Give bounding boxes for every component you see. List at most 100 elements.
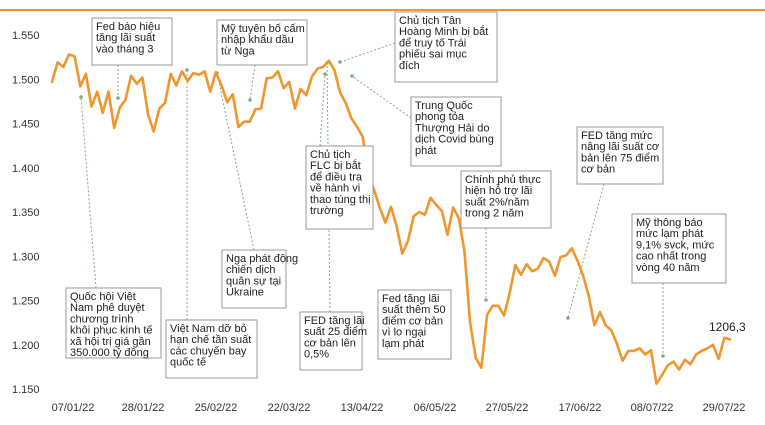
annotation-text: suất 2%/năm bbox=[465, 196, 529, 208]
y-tick-label: 1.350 bbox=[12, 207, 40, 219]
annotation-anchor bbox=[116, 96, 120, 100]
annotation-text: các chuyến bay bbox=[170, 345, 247, 357]
y-tick-label: 1.150 bbox=[12, 384, 40, 396]
annotation-text: suất thêm 50 bbox=[382, 304, 446, 316]
annotation-text: phiếu sai mục bbox=[399, 49, 467, 61]
x-tick-label: 29/07/22 bbox=[703, 402, 746, 414]
annotation-text: đích bbox=[399, 60, 420, 72]
annotation-text: Nam phê duyệt bbox=[70, 302, 145, 314]
annotation-anchor bbox=[661, 354, 665, 358]
y-tick-label: 1.550 bbox=[12, 30, 40, 42]
annotation-text: Fed báo hiệu bbox=[96, 21, 160, 33]
annotation-text: tăng lãi suất bbox=[96, 32, 155, 44]
annotation-text: cao nhất trong bbox=[636, 251, 706, 263]
annotation-text: Hoàng Minh bị bắt bbox=[399, 25, 488, 38]
annotation-text: Nga phát động bbox=[226, 253, 298, 265]
x-tick-label: 27/05/22 bbox=[486, 402, 529, 414]
annotation-text: FED tăng lãi bbox=[304, 315, 365, 327]
annotation-anchor bbox=[484, 298, 488, 302]
annotation-text: Thượng Hải do bbox=[415, 122, 490, 134]
annotation-box bbox=[631, 213, 727, 284]
annotation-text: lạm phát bbox=[382, 338, 424, 350]
annotation-box bbox=[394, 11, 498, 83]
annotation-text: vào tháng 3 bbox=[96, 43, 154, 55]
annotation-text: vòng 40 năm bbox=[636, 262, 700, 274]
x-tick-label: 17/06/22 bbox=[559, 402, 602, 414]
y-axis: 1.150 1.200 1.250 1.300 1.350 1.400 1.450 1.500… bbox=[12, 30, 40, 396]
annotation-text: thao túng thị bbox=[310, 194, 371, 206]
annotation-text: xã hội trị giá gần bbox=[70, 336, 151, 348]
annotation-text: Chủ tịch bbox=[310, 149, 350, 161]
annotation-text: cơ bản bbox=[581, 164, 615, 176]
annotation-text: Mỹ tuyên bố cấm bbox=[221, 23, 305, 35]
annotation-anchor bbox=[248, 98, 252, 102]
annotation-text: FED tăng mức bbox=[581, 130, 653, 142]
annotation-text: khôi phục kinh tế bbox=[70, 325, 153, 337]
annotation-text: nâng lãi suất cơ bbox=[581, 141, 659, 153]
annotation-anchor bbox=[323, 72, 327, 76]
annotation-box bbox=[460, 170, 552, 229]
annotation-leader bbox=[319, 73, 326, 147]
annotation-text: để truy tố Trái bbox=[399, 37, 466, 49]
annotation-text: từ Nga bbox=[221, 45, 256, 57]
x-tick-label: 08/07/22 bbox=[631, 402, 674, 414]
annotation-leader bbox=[567, 183, 605, 319]
annotation-text: FLC bị bắt bbox=[310, 159, 361, 172]
y-tick-label: 1.500 bbox=[12, 74, 40, 86]
annotation-box bbox=[221, 249, 287, 309]
y-tick-label: 1.200 bbox=[12, 340, 40, 352]
annotation-text: hạn chế tần suất bbox=[170, 334, 251, 346]
x-tick-label: 13/04/22 bbox=[341, 402, 384, 414]
last-value-label: 1206,3 bbox=[709, 320, 746, 334]
annotation-text: điểm cơ bản bbox=[382, 315, 443, 327]
annotation-box bbox=[165, 319, 258, 379]
annotation-leader bbox=[351, 75, 412, 119]
y-tick-label: 1.250 bbox=[12, 296, 40, 308]
annotation-text: Quốc hội Việt bbox=[70, 291, 136, 303]
annotation-anchor bbox=[185, 68, 189, 72]
annotation-text: quốc tế bbox=[170, 357, 206, 369]
annotation-anchor bbox=[566, 316, 570, 320]
annotation-text: Chủ tịch Tân bbox=[399, 15, 461, 27]
annotation-box bbox=[91, 17, 173, 66]
annotation-text: để điều tra bbox=[310, 171, 363, 183]
annotation-box bbox=[65, 287, 162, 359]
annotation-box bbox=[377, 289, 452, 360]
annotation-text: Trung Quốc bbox=[415, 100, 473, 112]
annotation-text: chương trình bbox=[70, 313, 134, 325]
annotation-text: phát bbox=[415, 145, 436, 157]
y-tick-label: 1.450 bbox=[12, 119, 40, 131]
annotation-anchor bbox=[350, 74, 354, 78]
annotation-text: Chính phủ thực bbox=[465, 174, 541, 186]
x-tick-label: 07/01/22 bbox=[52, 402, 95, 414]
annotation-box bbox=[576, 126, 664, 185]
annotation-text: bản lên 75 điểm bbox=[581, 152, 659, 164]
series-line bbox=[50, 53, 732, 385]
annotation-text: mức lạm phát bbox=[636, 228, 703, 240]
annotation-text: dịch Covid bùng bbox=[415, 134, 494, 146]
annotation-text: 0,5% bbox=[304, 349, 329, 361]
annotation-text: 9,1% svck, mức bbox=[636, 239, 715, 251]
annotation-text: trường bbox=[310, 205, 344, 217]
x-tick-label: 25/02/22 bbox=[195, 402, 238, 414]
annotation-text: phong tỏa bbox=[415, 111, 465, 123]
annotation-text: quân sự tại bbox=[226, 275, 281, 287]
annotation-text: vì lo ngại bbox=[382, 327, 426, 339]
annotation-leader bbox=[249, 64, 256, 101]
annotation-text: Việt Nam dỡ bỏ bbox=[170, 323, 247, 335]
annotation-text: trong 2 năm bbox=[465, 208, 524, 220]
annotation-anchor bbox=[79, 95, 83, 99]
annotation-text: cơ bản lên bbox=[304, 337, 356, 349]
annotation-leader bbox=[80, 96, 97, 289]
